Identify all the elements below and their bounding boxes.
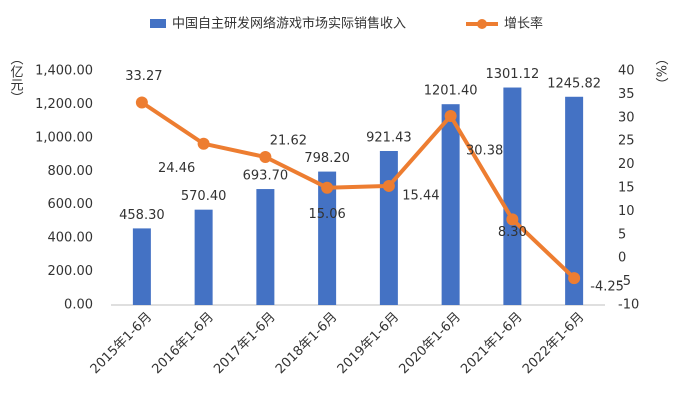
line-marker <box>321 181 334 194</box>
x-tick-label: 2020年1-6月 <box>397 310 464 377</box>
bar-value-label: 798.20 <box>304 151 350 166</box>
line-value-label: 24.46 <box>158 161 195 176</box>
y2-tick-label: 15 <box>618 181 635 196</box>
line-marker <box>506 213 519 226</box>
bar <box>256 189 275 305</box>
y2-tick-label: 5 <box>618 227 626 242</box>
bar <box>565 96 584 306</box>
y2-tick-label: 35 <box>618 87 635 102</box>
y-tick-label: 400.00 <box>48 231 94 246</box>
legend-label: 增长率 <box>504 16 543 32</box>
x-tick-label: 2017年1-6月 <box>211 310 278 377</box>
bar <box>379 150 398 305</box>
y2-tick-label: 20 <box>618 157 635 172</box>
line-marker <box>197 137 210 150</box>
bar-value-label: 458.30 <box>119 208 165 223</box>
y2-tick-label: -5 <box>618 274 631 289</box>
y2-tick-label: 25 <box>618 134 635 149</box>
bar-value-label: 1301.12 <box>485 67 539 82</box>
y-tick-label: 1,000.00 <box>35 130 93 145</box>
line-value-label: -4.25 <box>590 280 624 295</box>
bar-value-label: 921.43 <box>366 130 412 145</box>
bar <box>132 228 151 305</box>
y-tick-label: 0.00 <box>64 298 93 313</box>
line-marker <box>259 151 272 164</box>
line <box>140 100 576 280</box>
x-tick-label: 2019年1-6月 <box>335 310 402 377</box>
bar <box>318 171 337 305</box>
line-value-label: 30.38 <box>466 144 503 159</box>
bar-value-label: 1245.82 <box>547 76 601 91</box>
y-tick-label: 800.00 <box>48 164 94 179</box>
line-value-label: 21.62 <box>270 134 307 149</box>
bar <box>441 104 460 305</box>
line-value-label: 8.30 <box>498 225 527 240</box>
y2-tick-label: -10 <box>618 298 639 313</box>
x-tick-label: 2018年1-6月 <box>273 310 340 377</box>
legend-swatch <box>477 19 487 29</box>
bar <box>194 209 213 305</box>
bar-value-label: 1201.40 <box>424 84 478 99</box>
x-tick-label: 2016年1-6月 <box>150 310 217 377</box>
y2-axis-title: （%） <box>653 52 669 90</box>
legend-swatch <box>150 19 166 28</box>
x-tick-label: 2021年1-6月 <box>458 310 525 377</box>
line-value-label: 15.06 <box>309 207 346 222</box>
y-tick-label: 1,400.00 <box>35 64 93 79</box>
line-marker <box>444 110 457 123</box>
line-value-label: 33.27 <box>125 69 162 84</box>
y2-tick-label: 0 <box>618 251 626 266</box>
y-tick-label: 1,200.00 <box>35 97 93 112</box>
line-marker <box>135 96 148 109</box>
bar-value-label: 693.70 <box>243 169 289 184</box>
y-axis-title: （亿元） <box>8 52 24 104</box>
legend-label: 中国自主研发网络游戏市场实际销售收入 <box>172 16 406 32</box>
y-tick-label: 200.00 <box>48 264 94 279</box>
y2-tick-label: 40 <box>618 64 635 79</box>
x-tick-label: 2022年1-6月 <box>520 310 587 377</box>
line-value-label: 15.44 <box>402 188 439 203</box>
y-tick-label: 600.00 <box>48 197 94 212</box>
line-marker <box>568 272 581 285</box>
line-marker <box>382 179 395 192</box>
bar <box>503 87 522 305</box>
y2-tick-label: 30 <box>618 110 635 125</box>
x-tick-label: 2015年1-6月 <box>88 310 155 377</box>
y2-tick-label: 10 <box>618 204 635 219</box>
bar-value-label: 570.40 <box>181 189 227 204</box>
